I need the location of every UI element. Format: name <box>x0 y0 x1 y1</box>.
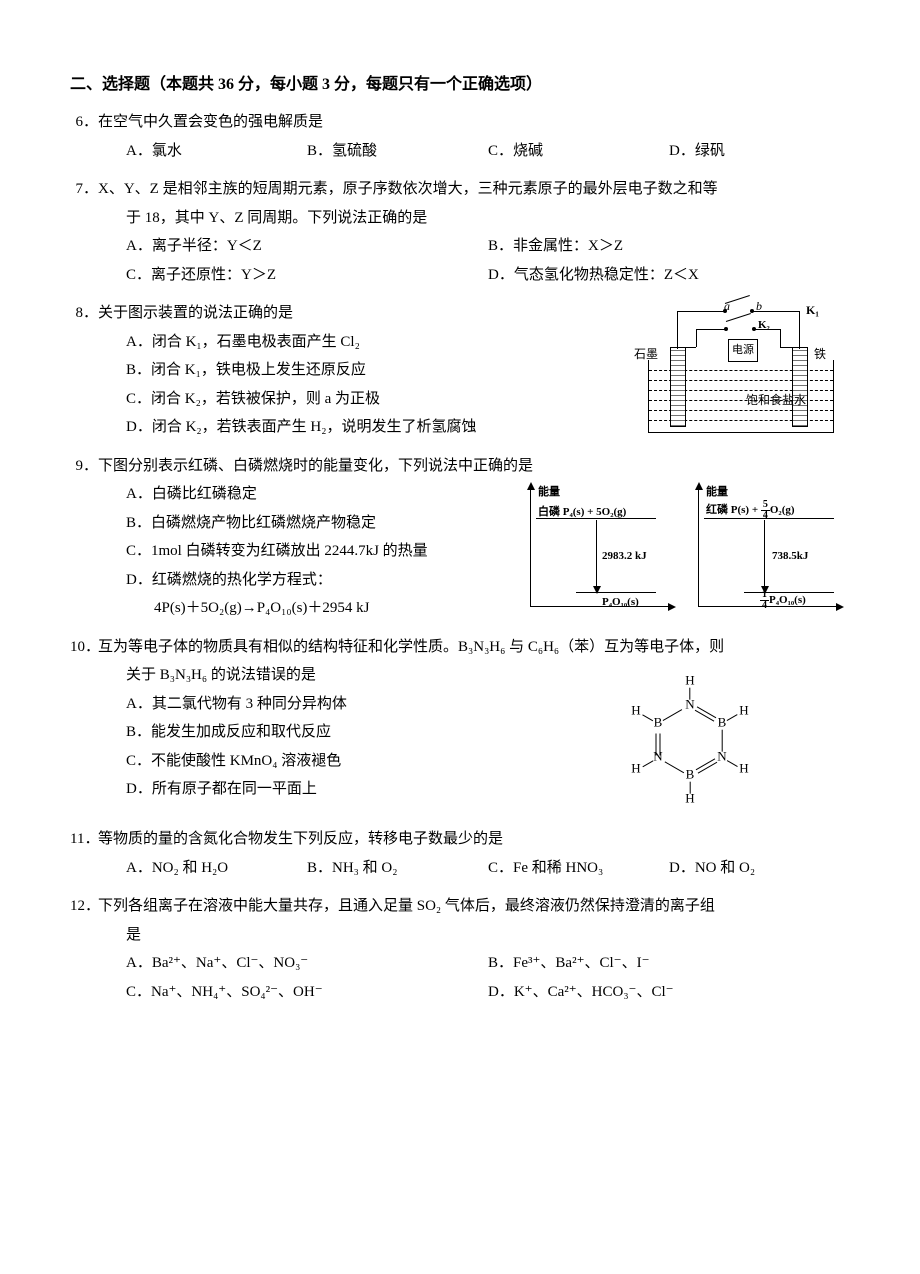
q10-diagram: N B N B N B H H H H H H <box>610 665 770 815</box>
q10-h5: H <box>631 757 640 782</box>
q6-opt-d: D．绿矾 <box>669 137 850 166</box>
q6-opt-b: B．氢硫酸 <box>307 137 488 166</box>
q6-num: 6． <box>70 108 98 137</box>
q10-num: 10． <box>70 633 98 662</box>
q9-right-delta: 738.5kJ <box>772 546 808 567</box>
q10-h2: H <box>739 699 748 724</box>
q8-power-label: 电源 <box>728 339 758 362</box>
question-11: 11．等物质的量的含氮化合物发生下列反应，转移电子数最少的是 A．NO₂ 和 H… <box>70 825 850 882</box>
q10-stem1: 互为等电子体的物质具有相似的结构特征和化学性质。B₃N₃H₆ 与 C₆H₆（苯）… <box>98 639 724 655</box>
section-title: 二、选择题（本题共 36 分，每小题 3 分，每题只有一个正确选项） <box>70 70 850 100</box>
q10-bond-01 <box>695 707 717 722</box>
q6-stem: 在空气中久置会变色的强电解质是 <box>98 114 323 130</box>
q10-hbond-6 <box>642 714 653 721</box>
q8-label-graphite: 石墨 <box>634 343 658 366</box>
q9-left-top: 白磷 P₄(s) + 5O₂(g) <box>538 502 626 523</box>
q11-opt-c: C．Fe 和稀 HNO₃ <box>488 854 669 883</box>
q9-num: 9． <box>70 452 98 481</box>
q10-bond-23 <box>696 759 718 774</box>
q9-left-bottom: P₄O₁₀(s) <box>602 592 639 613</box>
q7-opt-d: D．气态氢化物热稳定性：Z＜X <box>488 261 850 290</box>
q11-opt-b: B．NH₃ 和 O₂ <box>307 854 488 883</box>
q10-h6: H <box>631 699 640 724</box>
q12-stem2: 是 <box>70 921 850 950</box>
question-10: 10．互为等电子体的物质具有相似的结构特征和化学性质。B₃N₃H₆ 与 C₆H₆… <box>70 633 850 816</box>
q12-opt-c: C．Na⁺、NH₄⁺、SO₄²⁻、OH⁻ <box>126 978 488 1007</box>
q10-bond-12 <box>721 730 722 752</box>
q10-hbond-4 <box>689 782 690 794</box>
q12-stem1: 下列各组离子在溶液中能大量共存，且通入足量 SO₂ 气体后，最终溶液仍然保持澄清… <box>98 898 715 914</box>
q8-diagram: 电源 石墨 铁 a b K₁ K₂ 饱和食盐水 <box>630 299 850 439</box>
q10-hbond-1 <box>689 688 690 700</box>
q7-opt-c: C．离子还原性：Y＞Z <box>126 261 488 290</box>
q8-label-k1: K₁ <box>806 299 819 322</box>
q10-hbond-5 <box>642 760 653 767</box>
q10-hbond-3 <box>727 760 738 767</box>
q7-opt-a: A．离子半径：Y＜Z <box>126 232 488 261</box>
q8-stem: 关于图示装置的说法正确的是 <box>98 305 293 321</box>
q8-electrode-graphite <box>670 347 686 427</box>
q9-diagram: 能量 白磷 P₄(s) + 5O₂(g) P₄O₁₀(s) 2983.2 kJ … <box>520 480 850 620</box>
question-9: 9．下图分别表示红磷、白磷燃烧时的能量变化，下列说法中正确的是 能量 白磷 P₄… <box>70 452 850 623</box>
q9-left-ylabel: 能量 <box>538 482 560 503</box>
q11-opt-a: A．NO₂ 和 H₂O <box>126 854 307 883</box>
q11-stem: 等物质的量的含氮化合物发生下列反应，转移电子数最少的是 <box>98 831 503 847</box>
q7-stem2: 于 18，其中 Y、Z 同周期。下列说法正确的是 <box>70 204 850 233</box>
q10-atom-b3: B <box>654 711 663 736</box>
question-7: 7．X、Y、Z 是相邻主族的短周期元素，原子序数依次增大，三种元素原子的最外层电… <box>70 175 850 289</box>
q10-hbond-2 <box>727 714 738 721</box>
q6-opt-c: C．烧碱 <box>488 137 669 166</box>
q10-bond-34 <box>665 761 685 773</box>
question-8: 电源 石墨 铁 a b K₁ K₂ 饱和食盐水 8．关于图示装置的说法正确的是 … <box>70 299 850 442</box>
q10-bond-50 <box>663 709 683 721</box>
q8-label-k2: K₂ <box>758 315 770 336</box>
q7-stem1: X、Y、Z 是相邻主族的短周期元素，原子序数依次增大，三种元素原子的最外层电子数… <box>98 181 718 197</box>
q8-label-solution: 饱和食盐水 <box>746 389 806 412</box>
q8-num: 8． <box>70 299 98 328</box>
q8-label-a: a <box>724 295 730 318</box>
q12-opt-d: D．K⁺、Ca²⁺、HCO₃⁻、Cl⁻ <box>488 978 850 1007</box>
q12-opt-b: B．Fe³⁺、Ba²⁺、Cl⁻、I⁻ <box>488 949 850 978</box>
q8-label-iron: 铁 <box>814 343 826 366</box>
q9-stem: 下图分别表示红磷、白磷燃烧时的能量变化，下列说法中正确的是 <box>98 458 533 474</box>
q12-opt-a: A．Ba²⁺、Na⁺、Cl⁻、NO₃⁻ <box>126 949 488 978</box>
q6-opt-a: A．氯水 <box>126 137 307 166</box>
q10-h3: H <box>739 757 748 782</box>
q12-num: 12． <box>70 892 98 921</box>
q11-opt-d: D．NO 和 O₂ <box>669 854 850 883</box>
q11-num: 11． <box>70 825 98 854</box>
q9-left-delta: 2983.2 kJ <box>602 546 647 567</box>
q9-right-top: 红磷 P(s) + 54O₂(g) <box>706 500 795 521</box>
q7-num: 7． <box>70 175 98 204</box>
question-12: 12．下列各组离子在溶液中能大量共存，且通入足量 SO₂ 气体后，最终溶液仍然保… <box>70 892 850 1006</box>
q8-electrode-iron <box>792 347 808 427</box>
question-6: 6．在空气中久置会变色的强电解质是 A．氯水 B．氢硫酸 C．烧碱 D．绿矾 <box>70 108 850 165</box>
q7-opt-b: B．非金属性：X＞Z <box>488 232 850 261</box>
q10-bond-45 <box>656 734 661 756</box>
